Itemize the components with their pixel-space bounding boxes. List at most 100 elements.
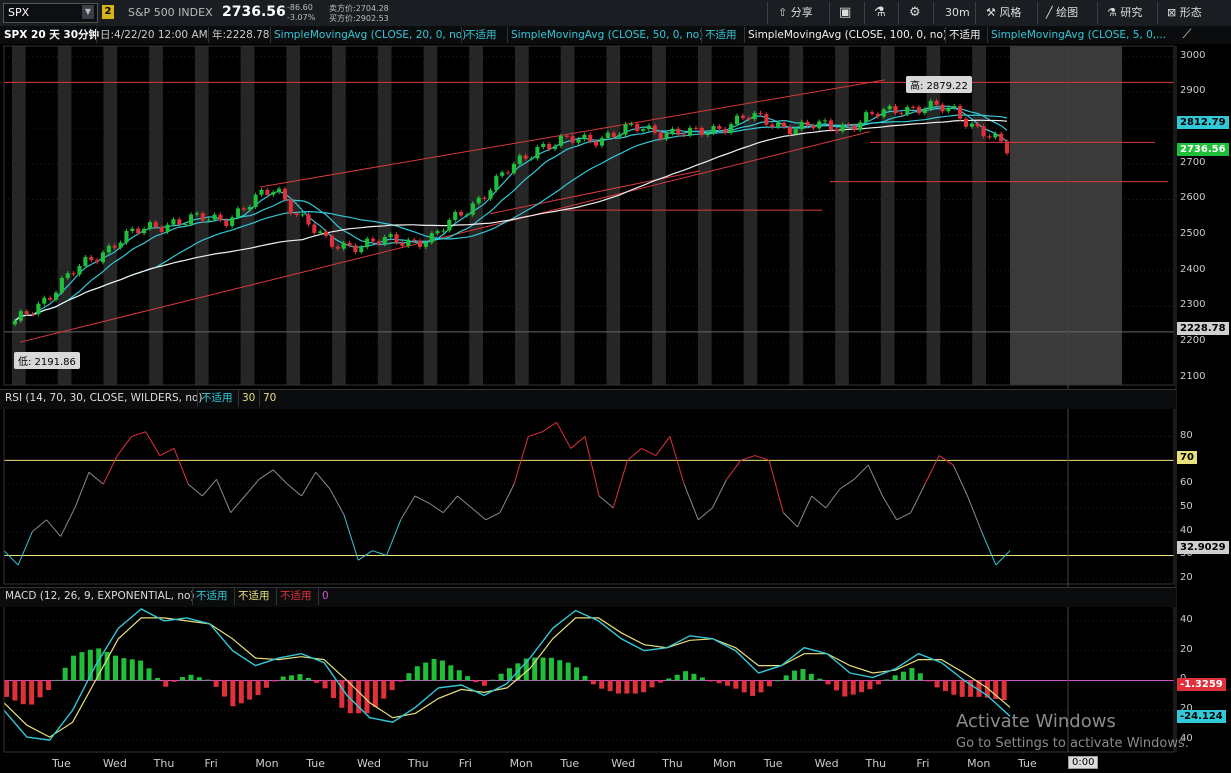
toolbar-divider <box>1097 2 1098 24</box>
candle-body <box>852 125 857 130</box>
candle-body <box>500 172 505 176</box>
candle-body <box>376 241 381 245</box>
candle-body <box>476 197 481 204</box>
macd-hist-bar <box>238 680 244 704</box>
candle-body <box>447 219 452 231</box>
candle-body <box>48 297 53 300</box>
macd-hist-bar <box>741 680 747 693</box>
rsi-segment <box>131 431 146 438</box>
patterns-button[interactable]: ⊠ 形态 <box>1167 3 1202 23</box>
rsi-segment <box>74 472 90 509</box>
rsi-segment <box>357 550 373 561</box>
candle-body <box>459 211 464 216</box>
studies-button[interactable]: ⚗ 研究 <box>1107 3 1142 23</box>
rsi-segment <box>697 507 713 521</box>
macd-hist-bar <box>842 680 848 697</box>
macd-hist-bar <box>339 680 345 708</box>
macd-hist-bar <box>196 677 202 681</box>
rsi-70-tag: 70 <box>1177 451 1197 464</box>
macd-hist-bar <box>188 674 194 681</box>
candle-body <box>282 188 288 200</box>
link-group-badge[interactable]: 2 <box>102 5 114 19</box>
candle-body <box>811 125 816 129</box>
candle-body <box>828 120 834 130</box>
macd-hist-bar <box>733 680 739 689</box>
rsi-panel-header <box>0 389 1176 409</box>
sma-price-tag: 2812.79 <box>1177 116 1229 129</box>
macd-hist-bar <box>825 680 831 685</box>
style-button[interactable]: ⚒ 风格 <box>986 3 1021 23</box>
flask-button[interactable]: ⚗ <box>874 3 886 23</box>
candle-body <box>623 124 628 135</box>
macd-label[interactable]: MACD (12, 26, 9, EXPONENTIAL, no) <box>5 590 195 602</box>
sma50-label[interactable]: SimpleMovingAvg (CLOSE, 50, 0, no) <box>507 27 706 43</box>
rsi-label[interactable]: RSI (14, 70, 30, CLOSE, WILDERS, no) <box>5 392 203 404</box>
rsi-segment <box>641 447 656 457</box>
macd-hist-bar <box>163 680 169 687</box>
candle-body <box>558 135 563 146</box>
sma5-label[interactable]: SimpleMovingAvg (CLOSE, 5, 0,... <box>987 27 1166 43</box>
rsi-segment <box>258 469 274 480</box>
candle-body <box>840 124 845 132</box>
macd-hist-bar <box>507 668 513 681</box>
macd-hist-bar <box>926 680 932 682</box>
macd-hist-bar <box>45 680 51 691</box>
candle-body <box>470 203 475 215</box>
sma-line <box>14 114 1008 322</box>
candle-body <box>676 128 681 135</box>
candle-body <box>406 239 411 246</box>
candle-body <box>658 132 663 140</box>
symbol-input[interactable] <box>3 3 98 23</box>
sma20-label[interactable]: SimpleMovingAvg (CLOSE, 20, 0, no) <box>270 27 469 43</box>
candle-body <box>142 228 147 234</box>
share-button[interactable]: ⇧ 分享 <box>778 3 813 23</box>
x-tick-label: Thu <box>153 757 175 770</box>
macd-hist-bar <box>917 673 923 681</box>
candle-body <box>177 219 182 225</box>
macd-hist-bar <box>280 676 286 681</box>
interval-button[interactable]: 30m <box>945 3 970 23</box>
candle-body <box>958 105 963 119</box>
rsi-oversold-label: 30 <box>238 390 255 407</box>
sma100-label[interactable]: SimpleMovingAvg (CLOSE, 100, 0, no) <box>744 27 950 43</box>
style-icon: ⚒ <box>986 6 996 19</box>
macd-hist-bar <box>976 680 982 697</box>
rsi-segment <box>513 436 529 485</box>
rsi-segment <box>301 471 317 497</box>
macd-hist-bar <box>389 680 395 691</box>
candle-body <box>12 320 17 325</box>
macd-hist-bar <box>833 680 839 691</box>
macd-hist-bar <box>414 666 420 681</box>
macd-hist-bar <box>641 680 647 693</box>
candle-body <box>488 190 493 199</box>
candle-body <box>588 134 593 142</box>
settings-button[interactable]: ⚙ <box>909 3 921 23</box>
macd-hist-bar <box>901 671 907 681</box>
macd-hist-bar <box>154 678 160 681</box>
rsi-grid <box>4 436 1174 580</box>
candle-body <box>30 313 35 315</box>
overnight-band <box>606 46 621 385</box>
candle-body <box>605 132 610 138</box>
candle-body <box>359 247 364 253</box>
rsi-segment <box>896 512 912 521</box>
drawing-tool-icon[interactable]: ⟋ <box>1182 27 1192 42</box>
drawings-button[interactable]: ╱ 绘图 <box>1046 3 1078 23</box>
candle-body <box>247 206 252 210</box>
sma-line <box>14 107 1008 322</box>
candle-body <box>963 118 969 127</box>
last-price-tag: 2736.56 <box>1177 143 1229 156</box>
overnight-band <box>103 46 118 385</box>
toolbar-divider <box>933 2 934 24</box>
rsi-segment <box>116 436 132 456</box>
symbol-dropdown-icon[interactable]: ▼ <box>82 5 94 19</box>
rsi-segment <box>414 495 430 504</box>
price-tick-label: 2300 <box>1180 299 1206 311</box>
candle-body <box>846 124 851 126</box>
snapshot-button[interactable]: ▣ <box>839 3 851 23</box>
candle-body <box>306 214 311 225</box>
rsi-segment <box>88 471 104 485</box>
candle-body <box>787 126 792 135</box>
toolbar-divider <box>829 2 830 24</box>
